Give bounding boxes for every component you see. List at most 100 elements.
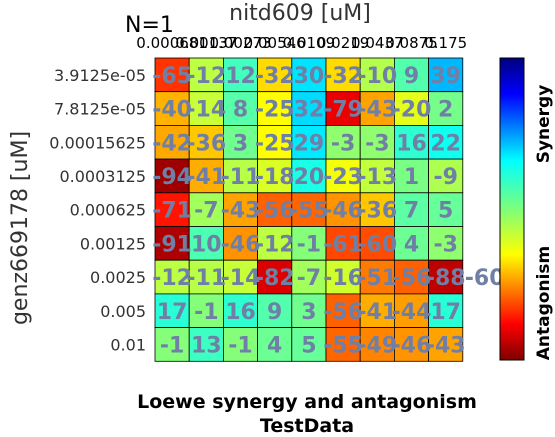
cell-value-label: -55 bbox=[289, 199, 329, 224]
heatmap-cells bbox=[154, 57, 464, 362]
overflow-value-label: -60 bbox=[465, 266, 505, 291]
cell-value-label: -3 bbox=[433, 232, 457, 257]
cell-value-label: 4 bbox=[404, 232, 419, 257]
cell-value-label: -14 bbox=[221, 266, 261, 291]
heatmap-cell bbox=[257, 192, 293, 227]
cell-value-label: -3 bbox=[365, 131, 389, 156]
heatmap-cell bbox=[154, 125, 190, 160]
heatmap-cell bbox=[428, 327, 464, 362]
cell-value-label: -43 bbox=[221, 199, 261, 224]
x-tick-label: 0.0219 bbox=[317, 34, 370, 52]
cell-value-label: -18 bbox=[255, 165, 295, 190]
cell-value-label: -44 bbox=[392, 300, 432, 325]
heatmap-cell bbox=[325, 91, 361, 126]
cell-value-label: -56 bbox=[392, 266, 432, 291]
cell-value-label: -94 bbox=[152, 165, 192, 190]
heatmap-cell bbox=[257, 259, 293, 295]
cell-value-label: -88 bbox=[426, 266, 466, 291]
cell-value-label: -7 bbox=[194, 199, 218, 224]
heatmap-cell bbox=[393, 293, 429, 328]
cell-value-label: 16 bbox=[225, 300, 256, 325]
heatmap-cell bbox=[291, 259, 327, 295]
cell-value-label: 9 bbox=[404, 64, 419, 89]
cell-value-label: -1 bbox=[228, 333, 252, 358]
heatmap-cell bbox=[325, 226, 361, 261]
heatmap-cell bbox=[359, 158, 395, 194]
heatmap-cell bbox=[428, 57, 464, 93]
heatmap-cell bbox=[428, 91, 464, 126]
heatmap-cell bbox=[154, 192, 190, 227]
x-tick-label: 0.00137 bbox=[175, 34, 237, 52]
cell-value-label: 4 bbox=[267, 333, 282, 358]
x-tick-label: 0.00546 bbox=[244, 34, 306, 52]
heatmap-cell bbox=[154, 91, 190, 126]
y-tick-label: 0.005 bbox=[100, 302, 146, 321]
heatmap-cell bbox=[257, 293, 293, 328]
cell-value-label: -14 bbox=[186, 98, 226, 123]
heatmap-cell bbox=[291, 192, 327, 227]
cell-value-label: -46 bbox=[392, 333, 432, 358]
cell-value-label: -43 bbox=[357, 98, 397, 123]
heatmap-cell bbox=[188, 327, 224, 362]
cell-value-label: -11 bbox=[186, 266, 226, 291]
heatmap-cell bbox=[428, 259, 464, 295]
cell-value-label: -12 bbox=[186, 64, 226, 89]
y-tick-label: 0.0003125 bbox=[59, 167, 146, 186]
heatmap-cell bbox=[291, 158, 327, 194]
heatmap-cell bbox=[291, 293, 327, 328]
cell-value-label: 8 bbox=[233, 98, 248, 123]
heatmap-cell bbox=[222, 259, 258, 295]
x-tick-label: 0.00273 bbox=[209, 34, 271, 52]
y-tick-label: 0.01 bbox=[110, 335, 146, 354]
cell-value-label: 5 bbox=[301, 333, 316, 358]
chart-subtitle: TestData bbox=[260, 415, 354, 437]
heatmap-cell bbox=[257, 327, 293, 362]
y-axis-label: genz669178 [uM] bbox=[8, 131, 33, 325]
cell-value-label: -11 bbox=[221, 165, 261, 190]
cell-value-label: 10 bbox=[191, 232, 222, 257]
overflow-labels: -60 bbox=[465, 266, 505, 291]
cell-value-label: -36 bbox=[357, 199, 397, 224]
heatmap-cell bbox=[325, 327, 361, 362]
cell-value-label: 17 bbox=[430, 300, 461, 325]
cell-value-label: 32 bbox=[294, 98, 325, 123]
cell-value-label: -32 bbox=[255, 64, 295, 89]
cell-value-label: 13 bbox=[191, 333, 222, 358]
cell-value-label: -82 bbox=[255, 266, 295, 291]
cell-value-label: -79 bbox=[323, 98, 363, 123]
cell-value-label: 17 bbox=[157, 300, 188, 325]
heatmap-cell bbox=[291, 226, 327, 261]
heatmap-cell bbox=[428, 192, 464, 227]
heatmap-cell bbox=[393, 57, 429, 93]
heatmap-cell bbox=[222, 192, 258, 227]
heatmap-cell bbox=[222, 57, 258, 93]
cell-value-label: -1 bbox=[194, 300, 218, 325]
heatmap-cell bbox=[428, 293, 464, 328]
y-tick-label: 0.00125 bbox=[80, 234, 146, 253]
cell-value-label: -7 bbox=[297, 266, 321, 291]
cell-value-label: -56 bbox=[255, 199, 295, 224]
cell-value-label: 5 bbox=[438, 199, 453, 224]
heatmap-cell bbox=[393, 192, 429, 227]
heatmap-cell bbox=[257, 158, 293, 194]
cell-value-label: -51 bbox=[357, 266, 397, 291]
heatmap-cell bbox=[154, 57, 190, 93]
cell-value-label: -1 bbox=[297, 232, 321, 257]
colorbar-top-label: Synergy bbox=[534, 85, 554, 164]
heatmap-cell bbox=[188, 259, 224, 295]
cell-value-label: 12 bbox=[225, 64, 256, 89]
cell-value-label: -1 bbox=[160, 333, 184, 358]
y-tick-labels: 3.9125e-05 7.8125e-05 0.00015625 0.0003125 0… bbox=[49, 66, 146, 355]
heatmap-cell bbox=[222, 327, 258, 362]
y-tick-label: 7.8125e-05 bbox=[54, 100, 146, 119]
heatmap-cell bbox=[222, 125, 258, 160]
cell-value-label: -16 bbox=[323, 266, 363, 291]
heatmap-cell bbox=[359, 125, 395, 160]
cell-value-label: 20 bbox=[294, 165, 325, 190]
cell-value-label: 22 bbox=[430, 131, 461, 156]
x-tick-label: 0.0109 bbox=[283, 34, 336, 52]
cell-value-label: -49 bbox=[357, 333, 397, 358]
y-tick-label: 3.9125e-05 bbox=[54, 66, 146, 85]
cell-value-label: -55 bbox=[323, 333, 363, 358]
heatmap-cell bbox=[325, 293, 361, 328]
